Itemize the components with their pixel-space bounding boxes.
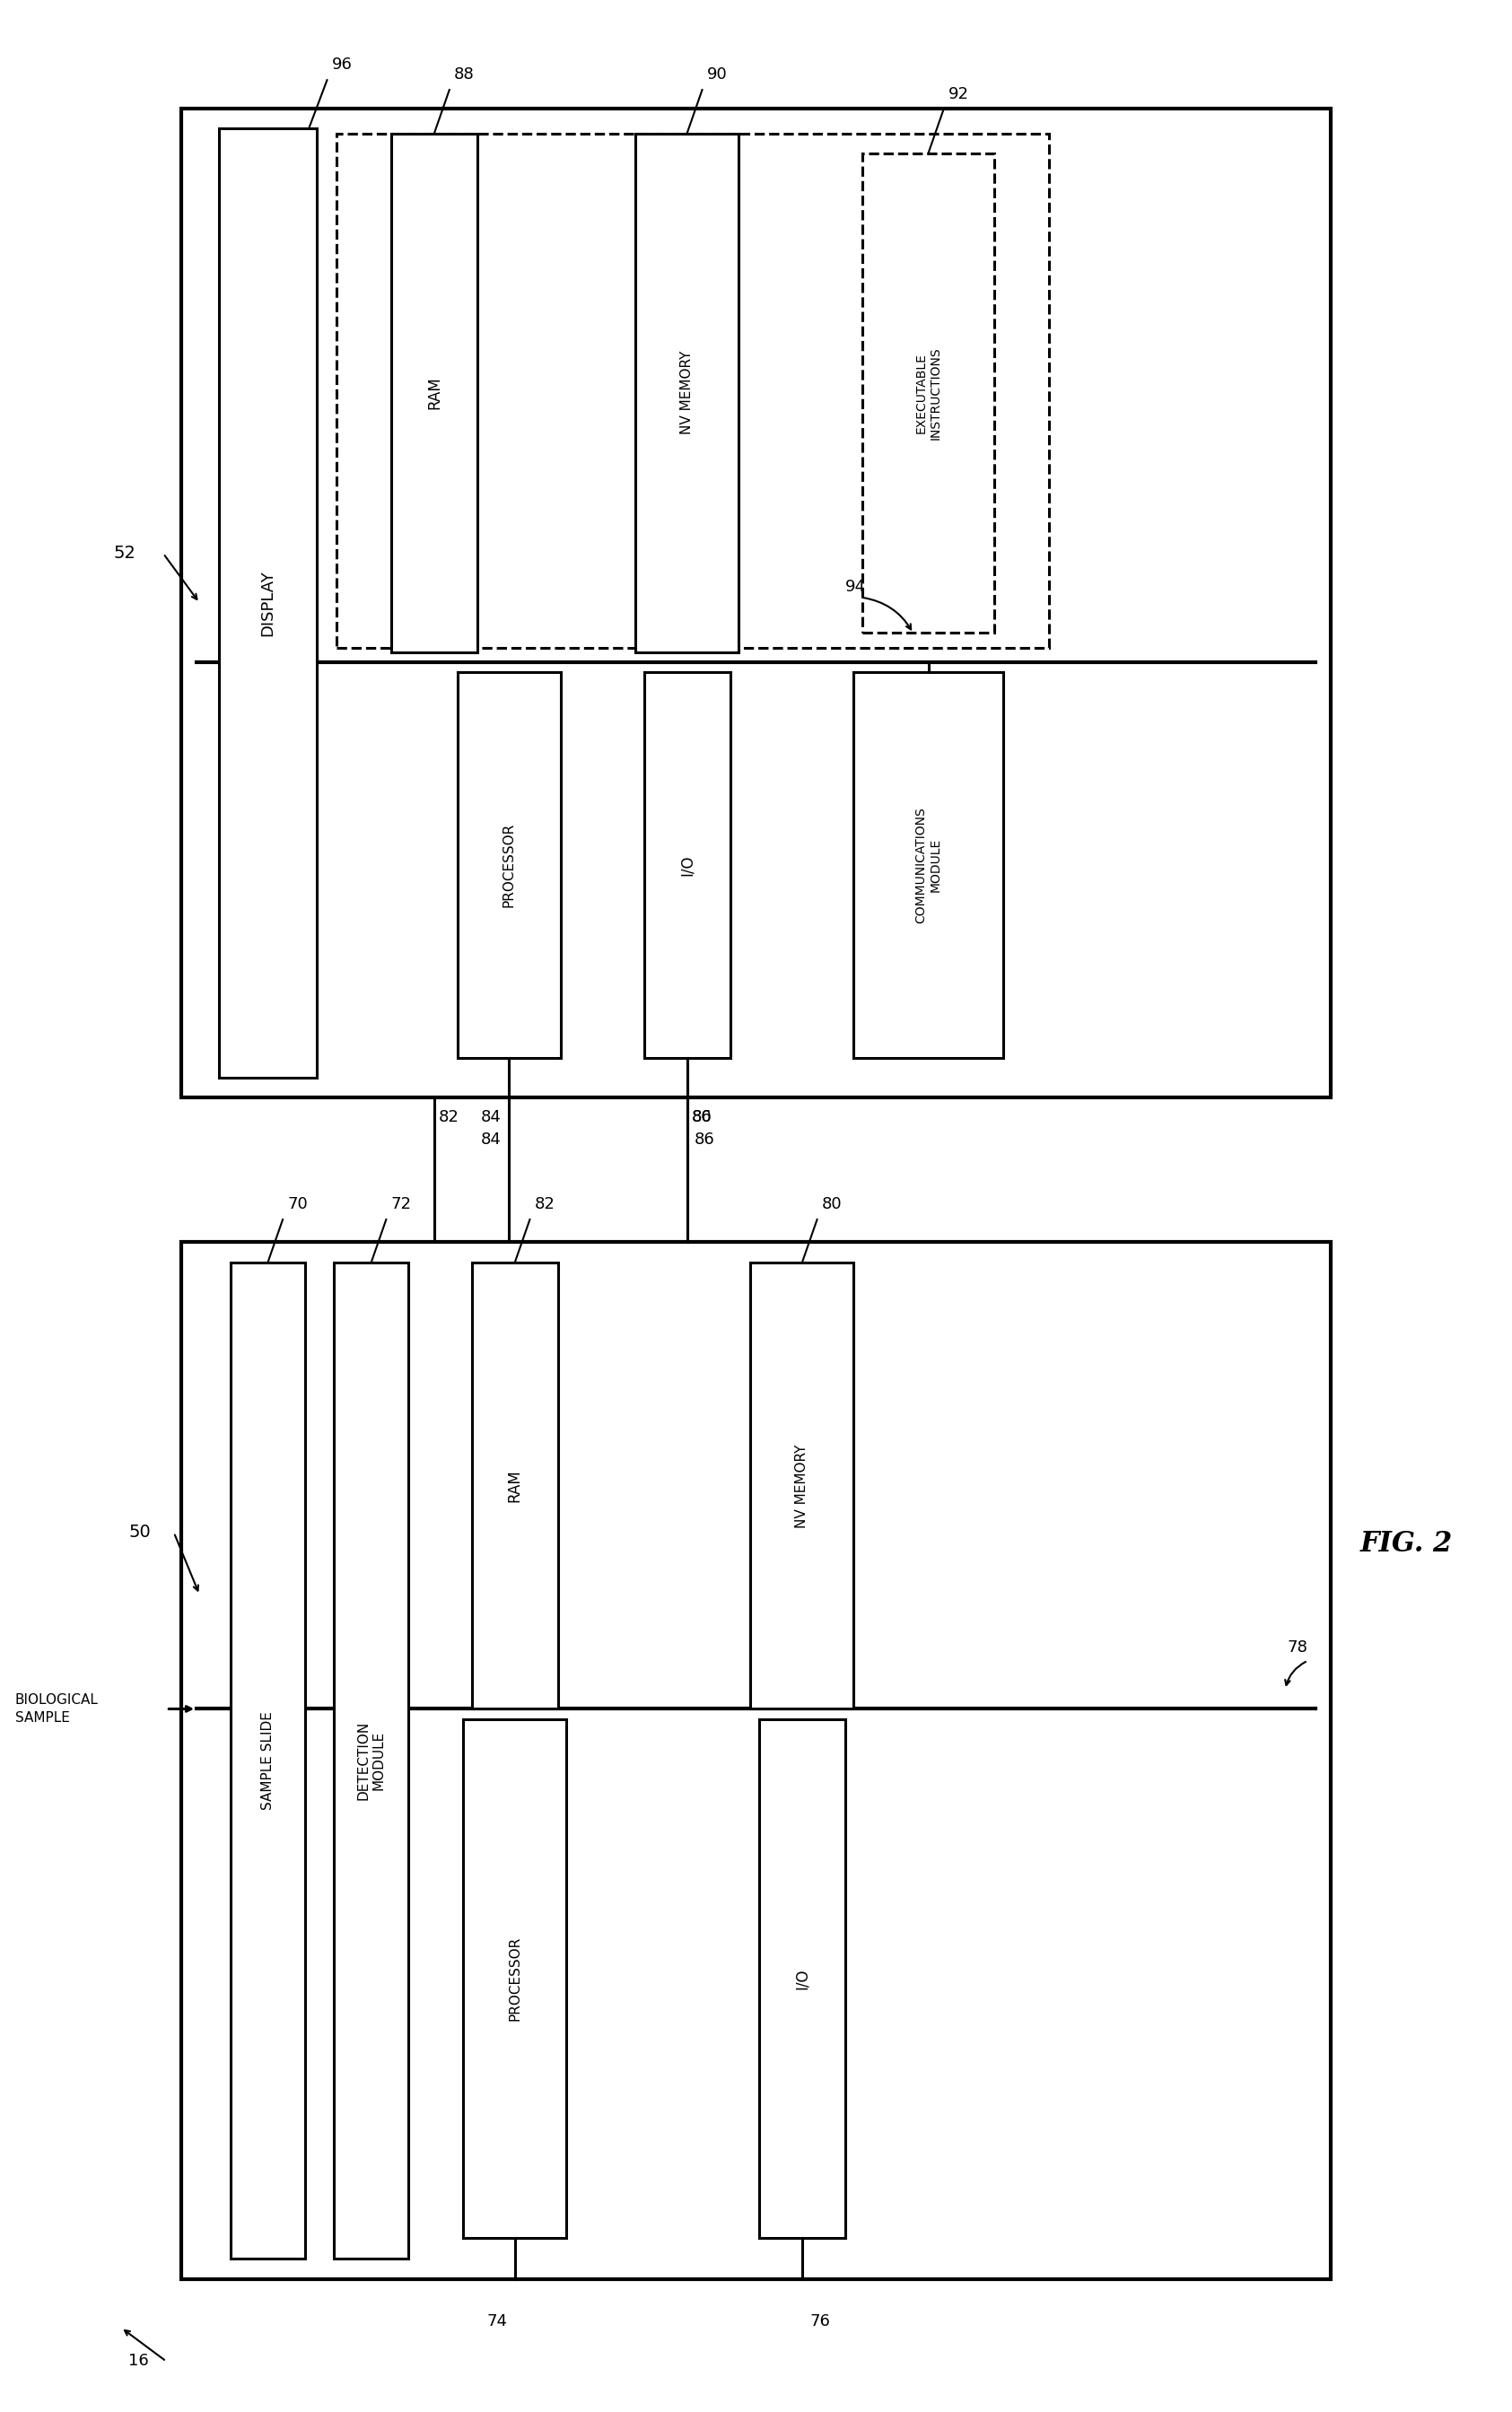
Bar <box>457 673 561 1059</box>
Text: FIG. 2: FIG. 2 <box>1359 1529 1453 1558</box>
Bar <box>472 1264 558 1708</box>
Text: 52: 52 <box>113 545 136 562</box>
Text: PROCESSOR: PROCESSOR <box>502 822 516 907</box>
Text: NV MEMORY: NV MEMORY <box>795 1445 809 1527</box>
Text: 16: 16 <box>129 2352 150 2369</box>
Text: 72: 72 <box>390 1196 411 1213</box>
Text: 76: 76 <box>809 2313 830 2330</box>
Bar <box>230 1264 305 2258</box>
Text: COMMUNICATIONS
MODULE: COMMUNICATIONS MODULE <box>915 808 942 924</box>
Text: BIOLOGICAL
SAMPLE: BIOLOGICAL SAMPLE <box>15 1693 98 1725</box>
Text: 74: 74 <box>487 2313 507 2330</box>
Text: 82: 82 <box>534 1196 555 1213</box>
Text: SAMPLE SLIDE: SAMPLE SLIDE <box>262 1713 274 1809</box>
Text: I/O: I/O <box>679 854 696 876</box>
Text: 82: 82 <box>438 1110 460 1126</box>
Text: 70: 70 <box>287 1196 308 1213</box>
Text: 84: 84 <box>481 1110 502 1126</box>
Text: 78: 78 <box>1287 1640 1308 1655</box>
Bar <box>392 133 478 651</box>
Text: 96: 96 <box>331 58 352 72</box>
Bar <box>635 133 739 651</box>
Text: 86: 86 <box>694 1131 715 1148</box>
Text: NV MEMORY: NV MEMORY <box>680 352 694 434</box>
Text: 88: 88 <box>454 68 475 82</box>
Text: DISPLAY: DISPLAY <box>260 569 275 637</box>
Bar <box>854 673 1002 1059</box>
Bar <box>644 673 730 1059</box>
Bar <box>759 1720 845 2238</box>
Text: DETECTION
MODULE: DETECTION MODULE <box>357 1722 386 1799</box>
Bar <box>219 128 316 1078</box>
Text: 92: 92 <box>948 87 969 101</box>
Text: RAM: RAM <box>507 1469 523 1503</box>
Text: 50: 50 <box>129 1524 151 1541</box>
Text: 80: 80 <box>821 1196 842 1213</box>
Bar <box>862 152 995 632</box>
Text: EXECUTABLE
INSTRUCTIONS: EXECUTABLE INSTRUCTIONS <box>915 347 942 439</box>
Text: 86: 86 <box>691 1110 712 1126</box>
Bar <box>337 133 1049 646</box>
Bar <box>463 1720 567 2238</box>
Text: 80: 80 <box>691 1110 712 1126</box>
Text: RAM: RAM <box>426 376 443 410</box>
Bar <box>750 1264 854 1708</box>
Bar <box>181 109 1331 1097</box>
Text: I/O: I/O <box>794 1968 810 1990</box>
Text: 84: 84 <box>481 1131 502 1148</box>
Bar <box>334 1264 408 2258</box>
Text: 90: 90 <box>706 68 727 82</box>
Text: 94: 94 <box>845 579 866 596</box>
Text: PROCESSOR: PROCESSOR <box>508 1937 522 2021</box>
Bar <box>181 1242 1331 2279</box>
